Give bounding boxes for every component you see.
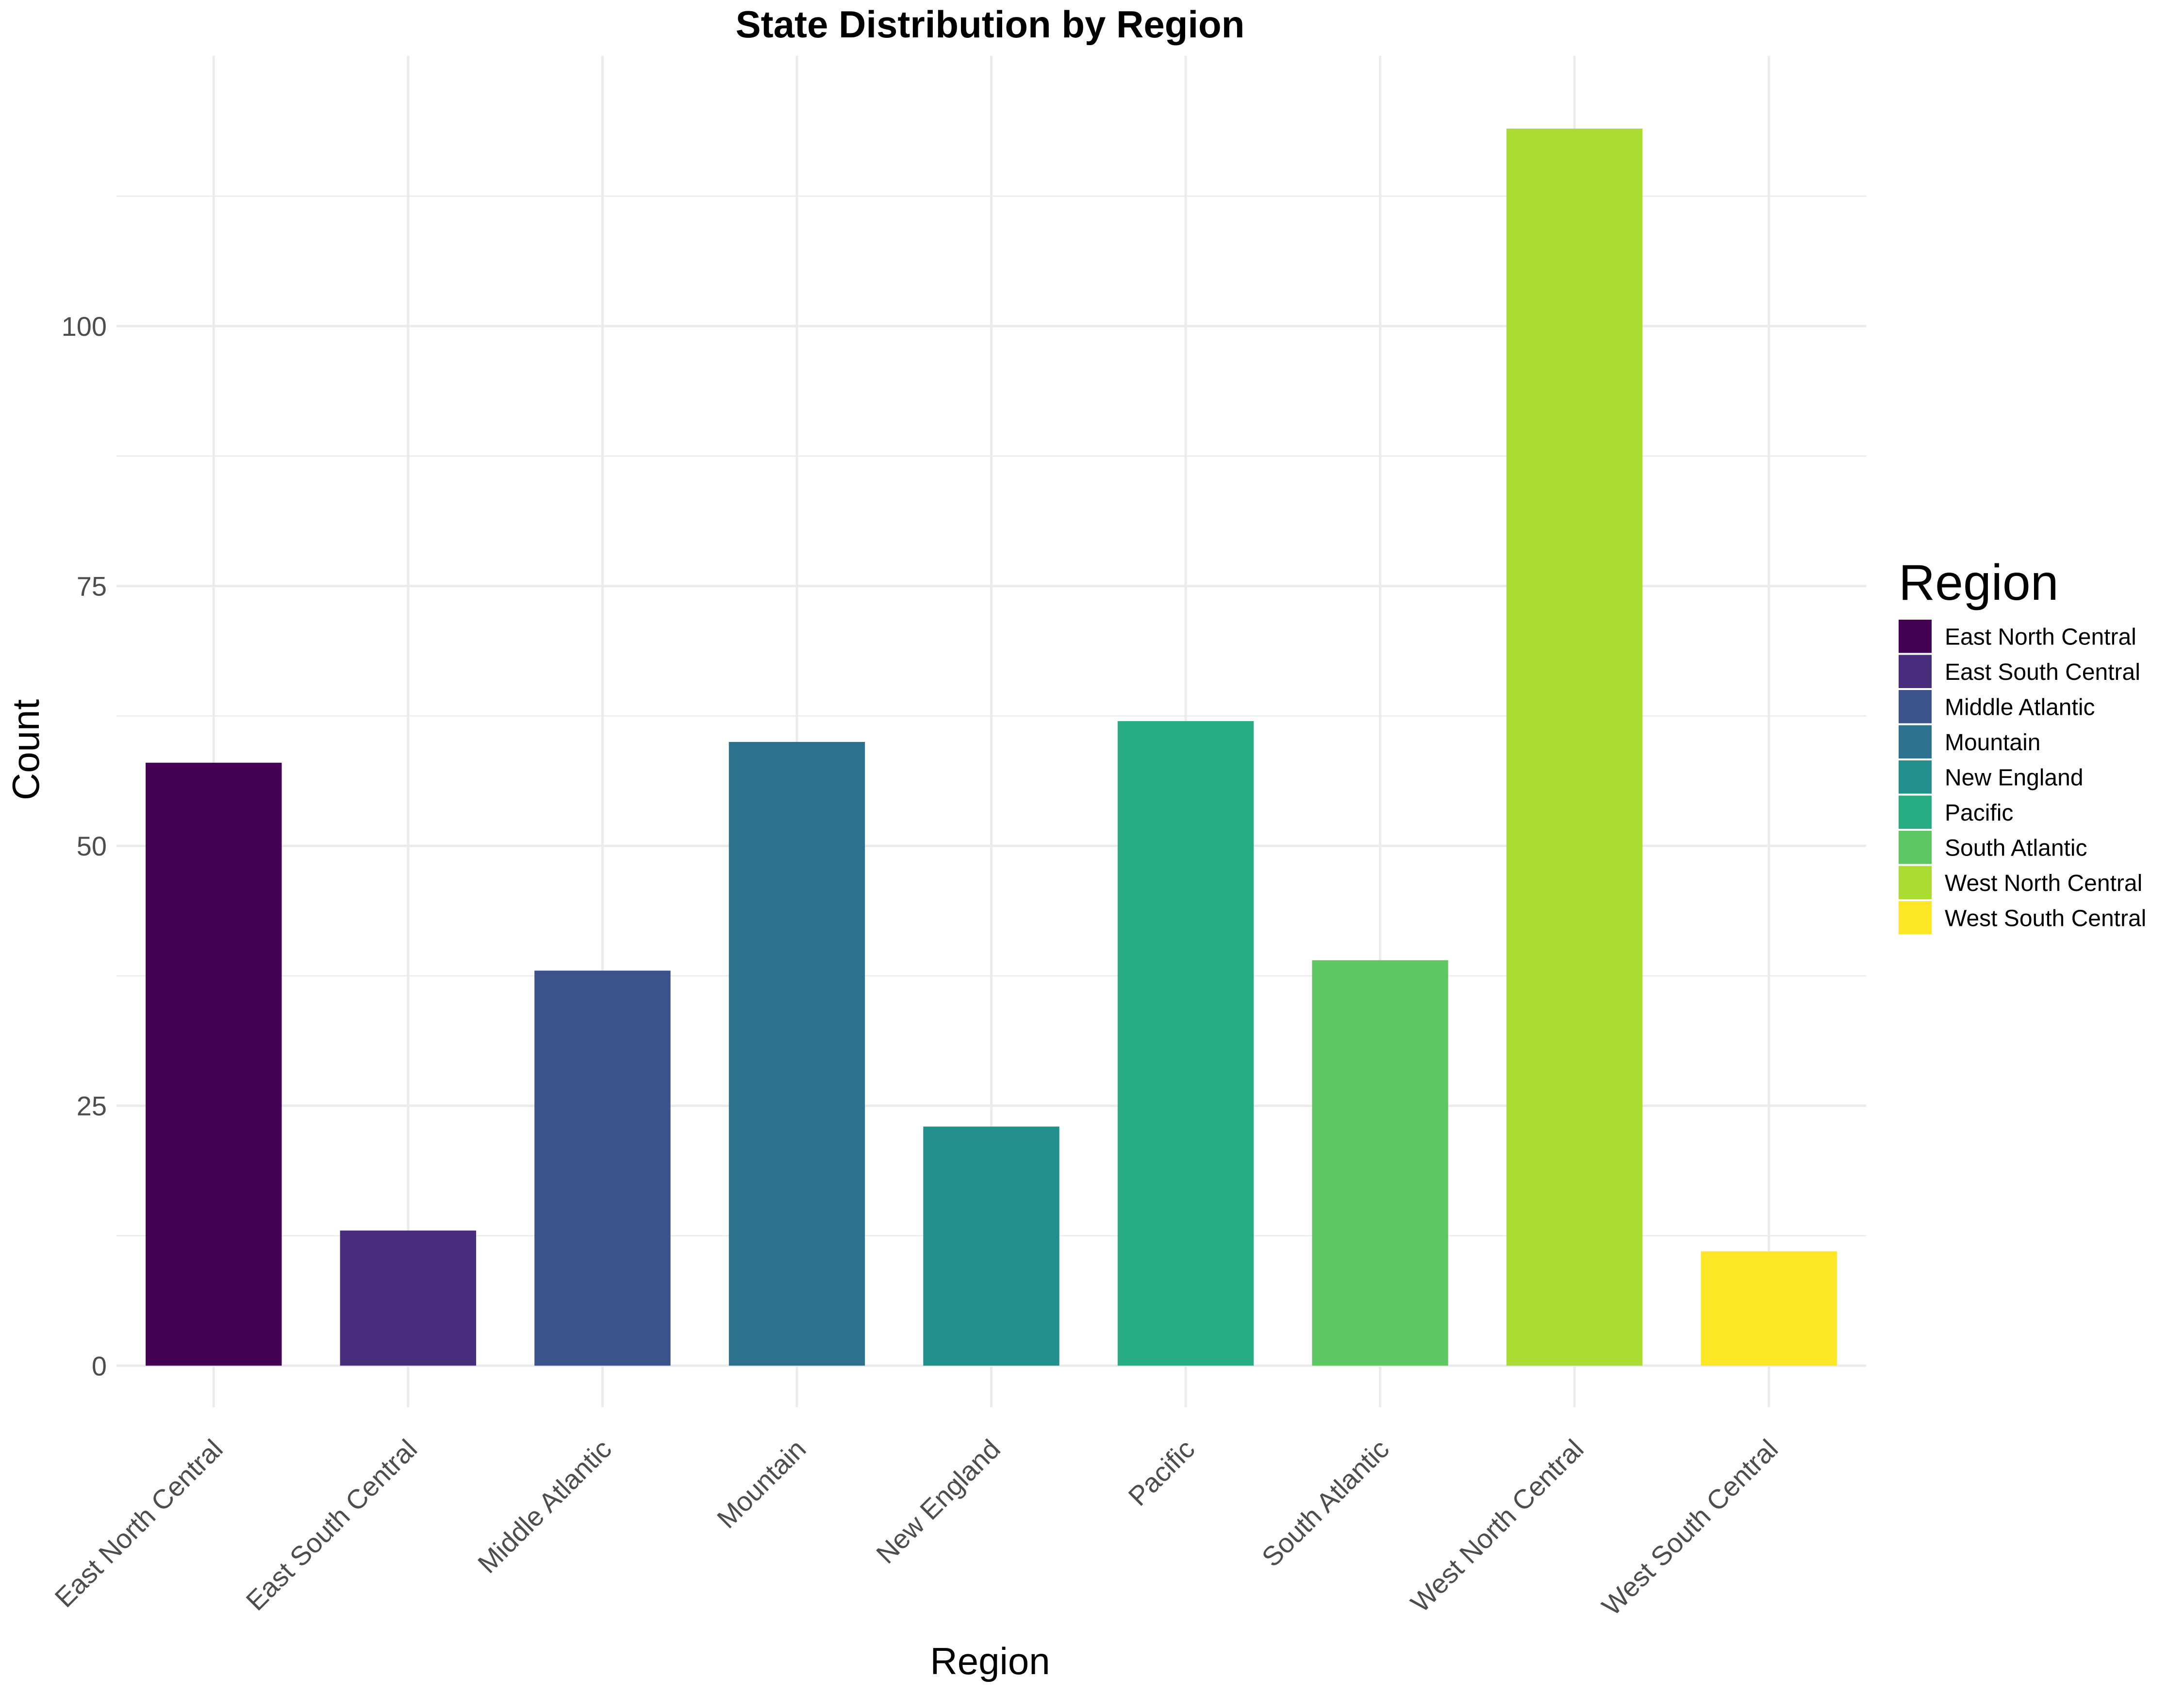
bar — [146, 762, 282, 1366]
legend-label: Mountain — [1945, 730, 2040, 756]
bar — [1506, 128, 1643, 1366]
legend-swatch — [1899, 690, 1932, 724]
legend-label: Middle Atlantic — [1945, 694, 2095, 720]
legend-items: East North Central East South Central Midd… — [1899, 620, 2146, 935]
y-axis-title: Count — [4, 699, 47, 800]
bar — [534, 971, 671, 1366]
bar — [1117, 721, 1254, 1366]
bar — [1701, 1251, 1837, 1366]
bar — [923, 1126, 1059, 1366]
legend-swatch — [1899, 725, 1932, 758]
legend-label: East South Central — [1945, 659, 2140, 685]
x-axis-title: Region — [930, 1640, 1050, 1682]
legend-swatch — [1899, 620, 1932, 653]
legend-label: Pacific — [1945, 800, 2013, 826]
legend-swatch — [1899, 901, 1932, 935]
legend-label: New England — [1945, 765, 2084, 790]
y-tick-label: 50 — [77, 831, 107, 861]
legend: Region East North Central East South Cent… — [1899, 555, 2146, 935]
legend-swatch — [1899, 760, 1932, 794]
y-tick-labels: 0 25 50 75 100 — [62, 311, 107, 1381]
bar — [340, 1230, 477, 1366]
legend-swatch — [1899, 655, 1932, 688]
y-tick-label: 100 — [62, 311, 107, 342]
legend-swatch — [1899, 795, 1932, 829]
legend-title: Region — [1899, 555, 2059, 611]
legend-swatch — [1899, 831, 1932, 864]
legend-swatch — [1899, 866, 1932, 899]
bar — [728, 741, 865, 1366]
bar — [1312, 960, 1448, 1366]
bars — [146, 128, 1837, 1366]
y-tick-label: 0 — [92, 1350, 107, 1381]
y-tick-label: 75 — [77, 571, 107, 602]
chart-title: State Distribution by Region — [736, 3, 1245, 46]
legend-label: South Atlantic — [1945, 835, 2087, 861]
y-tick-label: 25 — [77, 1091, 107, 1121]
legend-label: East North Central — [1945, 624, 2136, 650]
legend-label: West South Central — [1945, 905, 2146, 931]
legend-label: West North Central — [1945, 871, 2142, 896]
